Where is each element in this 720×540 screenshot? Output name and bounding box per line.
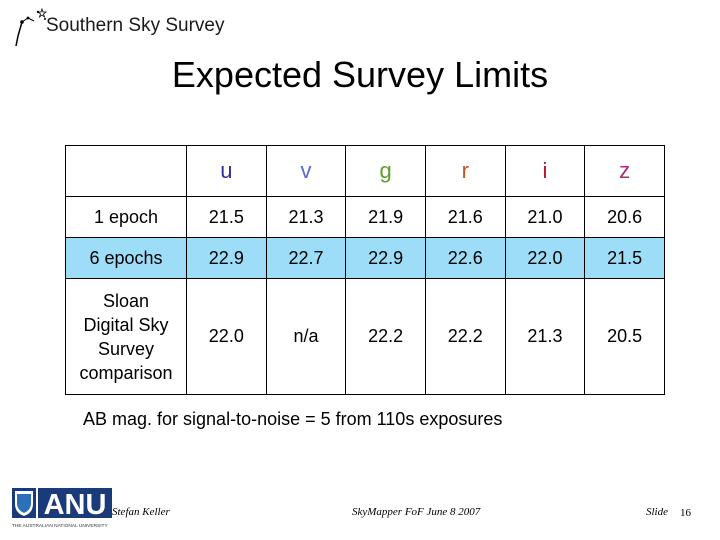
row-label-line: Digital Sky xyxy=(83,314,169,335)
column-header-i: i xyxy=(504,145,586,197)
table-cell: n/a xyxy=(265,278,347,395)
table-row: Sloan Digital Sky Survey comparison 22.0… xyxy=(65,278,665,395)
anu-logo-text: ANU xyxy=(44,489,107,521)
table-footnote: AB mag. for signal-to-noise = 5 from 110… xyxy=(83,409,503,429)
slide-title: Expected Survey Limits xyxy=(171,54,549,95)
table-cell: 22.0 xyxy=(504,237,586,279)
table-cell: 21.5 xyxy=(186,196,267,238)
footer-slide-number: 16 xyxy=(680,507,691,519)
table-cell: 20.6 xyxy=(584,196,665,238)
table-cell: 22.2 xyxy=(345,278,426,395)
row-label-1-epoch: 1 epoch xyxy=(65,196,187,238)
table-cell: 22.9 xyxy=(345,237,426,279)
table-row: 6 epochs 22.9 22.7 22.9 22.6 22.0 21.5 xyxy=(65,237,665,279)
table-cell: 22.6 xyxy=(424,237,506,279)
table-cell: 22.2 xyxy=(424,278,506,395)
row-label-6-epochs: 6 epochs xyxy=(65,237,187,279)
table-cell: 20.5 xyxy=(584,278,665,395)
footer-slide-label: Slide xyxy=(646,506,668,518)
table-cell: 21.3 xyxy=(265,196,347,238)
column-header-v: v xyxy=(265,145,347,197)
sky-survey-logo-icon xyxy=(15,7,48,47)
header-title: Southern Sky Survey xyxy=(46,15,225,36)
row-label-line: Survey xyxy=(97,338,155,359)
column-header-g: g xyxy=(345,145,426,197)
footer-event: SkyMapper FoF June 8 2007 xyxy=(352,506,481,518)
table-header-row: u v g r i z xyxy=(65,145,665,197)
row-label-line: Sloan xyxy=(102,290,150,311)
footer-author: Stefan Keller xyxy=(112,506,170,518)
table-cell: 21.5 xyxy=(584,237,665,279)
table-cell: 21.6 xyxy=(424,196,506,238)
table-row: 1 epoch 21.5 21.3 21.9 21.6 21.0 20.6 xyxy=(65,196,665,238)
table-cell: 22.0 xyxy=(186,278,267,395)
table-cell: 22.7 xyxy=(265,237,347,279)
table-cell: 22.9 xyxy=(186,237,267,279)
anu-logo: ANU THE AUSTRALIAN NATIONAL UNIVERSITY xyxy=(12,488,112,529)
column-header-r: r xyxy=(424,145,506,197)
survey-limits-table: u v g r i z 1 epoch 21.5 21.3 21.9 21.6 … xyxy=(65,145,665,395)
column-header-z: z xyxy=(584,145,665,197)
table-corner-cell xyxy=(65,145,187,197)
row-label-line: comparison xyxy=(79,362,173,383)
table-cell: 21.0 xyxy=(504,196,586,238)
table-cell: 21.3 xyxy=(504,278,586,395)
row-label-sdss-comparison: Sloan Digital Sky Survey comparison xyxy=(65,278,187,395)
anu-logo-subtitle: THE AUSTRALIAN NATIONAL UNIVERSITY xyxy=(12,523,108,529)
column-header-u: u xyxy=(186,145,267,197)
table-cell: 21.9 xyxy=(345,196,426,238)
